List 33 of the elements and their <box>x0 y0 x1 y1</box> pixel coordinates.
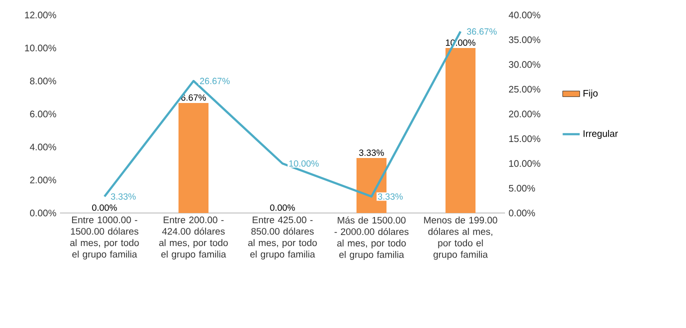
data-label: 0.00% <box>270 204 295 211</box>
x-tick-label: Entre 425.00 - 850.00 dólares al mes, por todo el grupo familia <box>248 216 317 260</box>
y2-tick-label: 30.00% <box>508 61 540 68</box>
data-label: 3.33% <box>378 193 403 200</box>
data-label: 3.33% <box>110 193 136 200</box>
data-label: 3.33% <box>359 150 384 156</box>
x-tick-label: Menos de 199.00 dólares al mes, por todo el grupo familia <box>424 216 498 260</box>
x-tick-label: Entre 200.00 - 424.00 dólares al mes, por todo el grupo familia <box>159 216 228 260</box>
y-tick-label: 10.00% <box>25 44 56 52</box>
y-tick-label: 2.00% <box>30 176 56 184</box>
data-label: 0.00% <box>92 204 117 211</box>
y-tick-label: 4.00% <box>30 144 56 150</box>
data-label: 26.67% <box>200 78 230 84</box>
y2-tick-label: 5.00% <box>508 184 536 192</box>
y2-tick-label: 0.00% <box>508 210 536 216</box>
y2-tick-label: 20.00% <box>508 110 540 118</box>
y2-tick-label: 25.00% <box>508 86 540 93</box>
y-tick-label: 8.00% <box>30 78 56 84</box>
y-tick-label: 0.00% <box>30 210 56 216</box>
bar <box>178 102 208 213</box>
y2-tick-label: 35.00% <box>508 36 540 44</box>
data-label: 36.67% <box>466 28 497 35</box>
y-tick-label: 6.00% <box>30 110 56 118</box>
x-tick-label: Más de 1500.00 - 2000.00 dólares al mes, por todo el grupo familia <box>334 216 408 260</box>
x-tick-label: Entre 1000.00 - 1500.00 dólares al mes, por todo el grupo familia <box>70 216 139 260</box>
y-tick-label: 12.00% <box>25 12 56 18</box>
legend-label: Irregular <box>584 130 618 139</box>
bar <box>446 48 476 213</box>
legend-label: Fijo <box>584 90 598 98</box>
y2-tick-label: 10.00% <box>509 160 540 167</box>
y2-tick-label: 15.00% <box>509 135 540 142</box>
data-label: 10.00% <box>289 160 319 167</box>
y2-tick-label: 40.00% <box>508 12 540 18</box>
